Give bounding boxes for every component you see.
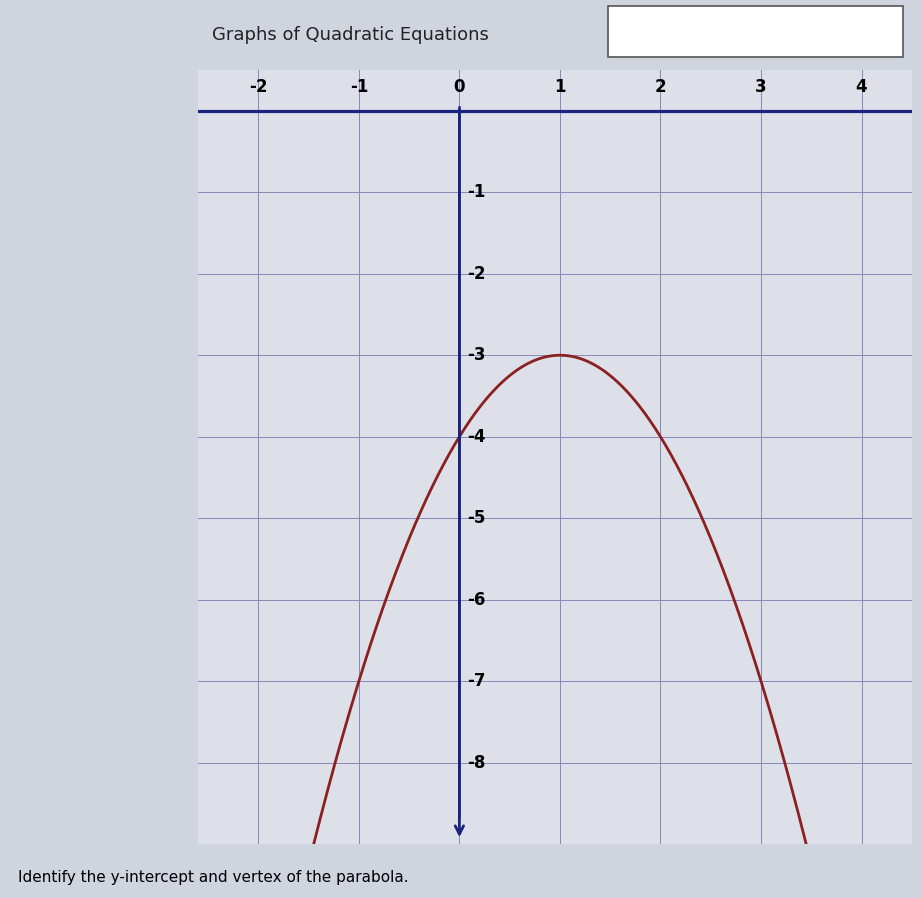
Text: -4: -4 [468, 427, 486, 445]
Text: -1: -1 [468, 183, 485, 201]
Text: 1: 1 [554, 78, 565, 96]
Text: -3: -3 [468, 347, 486, 365]
Text: 3: 3 [755, 78, 767, 96]
Text: -2: -2 [249, 78, 268, 96]
Text: 2: 2 [655, 78, 666, 96]
Text: -1: -1 [350, 78, 368, 96]
Text: Identify the y-intercept and vertex of the parabola.: Identify the y-intercept and vertex of t… [18, 869, 409, 885]
Text: -5: -5 [468, 509, 485, 527]
Text: -7: -7 [468, 673, 486, 691]
Text: -2: -2 [468, 265, 486, 283]
Text: -6: -6 [468, 591, 485, 609]
Text: 4: 4 [856, 78, 868, 96]
Text: 0: 0 [454, 78, 465, 96]
Text: ▣ Back to Intro Page: ▣ Back to Intro Page [690, 25, 821, 38]
FancyBboxPatch shape [608, 5, 903, 57]
Text: Graphs of Quadratic Equations: Graphs of Quadratic Equations [212, 25, 488, 44]
Text: -8: -8 [468, 753, 485, 771]
